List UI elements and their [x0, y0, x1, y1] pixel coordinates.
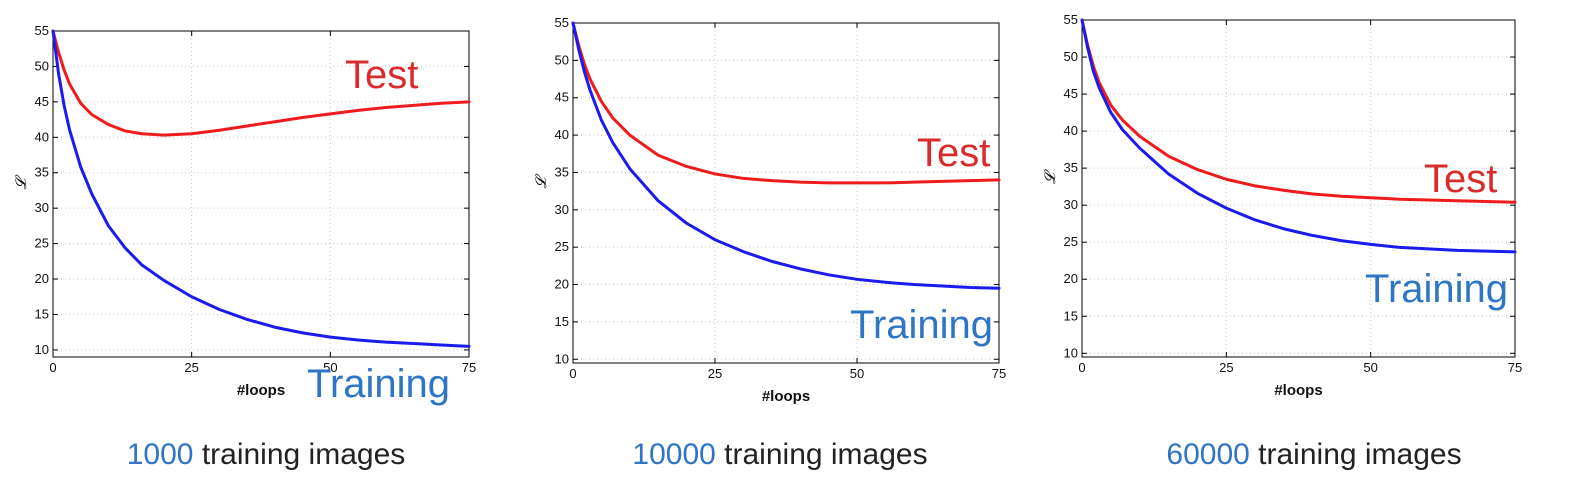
x-tick-label: 75	[462, 360, 476, 375]
test-series-line	[1080, 18, 1517, 204]
chart-panel: 10 15 20 25 30 35 40 45 50 55 0 25 50 75 #loops 𝓛 Test Tr…	[520, 0, 1040, 500]
y-tick-label: 45	[555, 90, 569, 105]
y-tick-label: 55	[35, 23, 49, 38]
y-tick-label: 10	[555, 351, 569, 366]
x-tick-label: 50	[323, 360, 337, 375]
plot-frame	[52, 30, 470, 358]
y-tick-label: 45	[1064, 86, 1078, 101]
test-series-label: Test	[1424, 157, 1497, 201]
x-tick-label: 0	[1078, 360, 1085, 375]
training-series-label: Training	[850, 303, 993, 347]
chart-caption: 10000 training images	[520, 438, 1040, 472]
chart-svg: 10 15 20 25 30 35 40 45 50 55 0 25 50 75 #loops 𝓛 Test Tr…	[532, 15, 1006, 405]
caption-text: training images	[193, 438, 406, 471]
y-tick-label: 50	[555, 52, 569, 67]
x-tick-label: 0	[569, 366, 576, 381]
x-tick-label: 25	[708, 366, 722, 381]
x-tick-label: 25	[1219, 360, 1233, 375]
x-tick-label: 50	[850, 366, 864, 381]
plot-frame	[1081, 19, 1516, 358]
x-axis-label: #loops	[762, 388, 810, 405]
x-tick-label: 0	[49, 360, 56, 375]
caption-text: training images	[1249, 438, 1462, 471]
y-tick-label: 35	[1064, 160, 1078, 175]
y-tick-label: 50	[35, 58, 49, 73]
y-tick-label: 40	[555, 127, 569, 142]
y-axis-label: 𝓛	[12, 174, 30, 189]
x-axis-label: #loops	[237, 382, 285, 399]
training-series-line	[1080, 18, 1517, 254]
y-tick-label: 20	[35, 271, 49, 286]
chart-svg: 10 15 20 25 30 35 40 45 50 55 0 25 50 75 #loops 𝓛 Test Tr…	[1041, 12, 1522, 399]
y-tick-label: 15	[555, 314, 569, 329]
test-series-label: Test	[917, 131, 990, 175]
chart-panel: 10 15 20 25 30 35 40 45 50 55 0 25 50 75 #loops 𝓛 Test Tr…	[0, 0, 520, 500]
caption-count: 60000	[1166, 438, 1250, 471]
y-tick-label: 15	[35, 306, 49, 321]
y-tick-label: 40	[35, 129, 49, 144]
training-series-label: Training	[1365, 267, 1508, 311]
y-tick-label: 50	[1064, 49, 1078, 64]
test-series-line	[571, 21, 1001, 185]
x-tick-label: 75	[992, 366, 1006, 381]
caption-count: 1000	[126, 438, 194, 471]
plot-frame	[572, 22, 1000, 364]
test-series-label: Test	[345, 53, 418, 97]
y-tick-label: 45	[35, 94, 49, 109]
x-tick-label: 25	[184, 360, 198, 375]
training-series-line	[51, 29, 471, 348]
caption-count: 10000	[632, 438, 716, 471]
caption-text: training images	[715, 438, 928, 471]
y-tick-label: 35	[555, 164, 569, 179]
chart-panel: 10 15 20 25 30 35 40 45 50 55 0 25 50 75 #loops 𝓛 Test Tr…	[1040, 0, 1560, 500]
chart-caption: 1000 training images	[6, 438, 526, 472]
y-axis-label: 𝓛	[1041, 169, 1059, 184]
y-axis-label: 𝓛	[532, 173, 550, 188]
test-series-line	[51, 29, 471, 137]
x-axis-label: #loops	[1274, 382, 1322, 399]
y-tick-label: 25	[1064, 234, 1078, 249]
y-tick-label: 25	[555, 239, 569, 254]
y-tick-label: 30	[555, 202, 569, 217]
y-tick-label: 55	[1064, 12, 1078, 27]
y-tick-label: 30	[1064, 197, 1078, 212]
y-tick-label: 30	[35, 200, 49, 215]
y-tick-label: 55	[555, 15, 569, 30]
training-series-line	[571, 21, 1001, 290]
y-tick-label: 40	[1064, 123, 1078, 138]
x-tick-label: 50	[1363, 360, 1377, 375]
chart-svg: 10 15 20 25 30 35 40 45 50 55 0 25 50 75 #loops 𝓛 Test Tr…	[12, 23, 476, 406]
y-tick-label: 35	[35, 165, 49, 180]
x-tick-label: 75	[1508, 360, 1522, 375]
y-tick-label: 25	[35, 236, 49, 251]
training-series-label: Training	[307, 362, 450, 406]
y-tick-label: 20	[555, 277, 569, 292]
y-tick-label: 20	[1064, 271, 1078, 286]
y-tick-label: 10	[1064, 345, 1078, 360]
y-tick-label: 15	[1064, 308, 1078, 323]
chart-caption: 60000 training images	[1054, 438, 1574, 472]
y-tick-label: 10	[35, 342, 49, 357]
